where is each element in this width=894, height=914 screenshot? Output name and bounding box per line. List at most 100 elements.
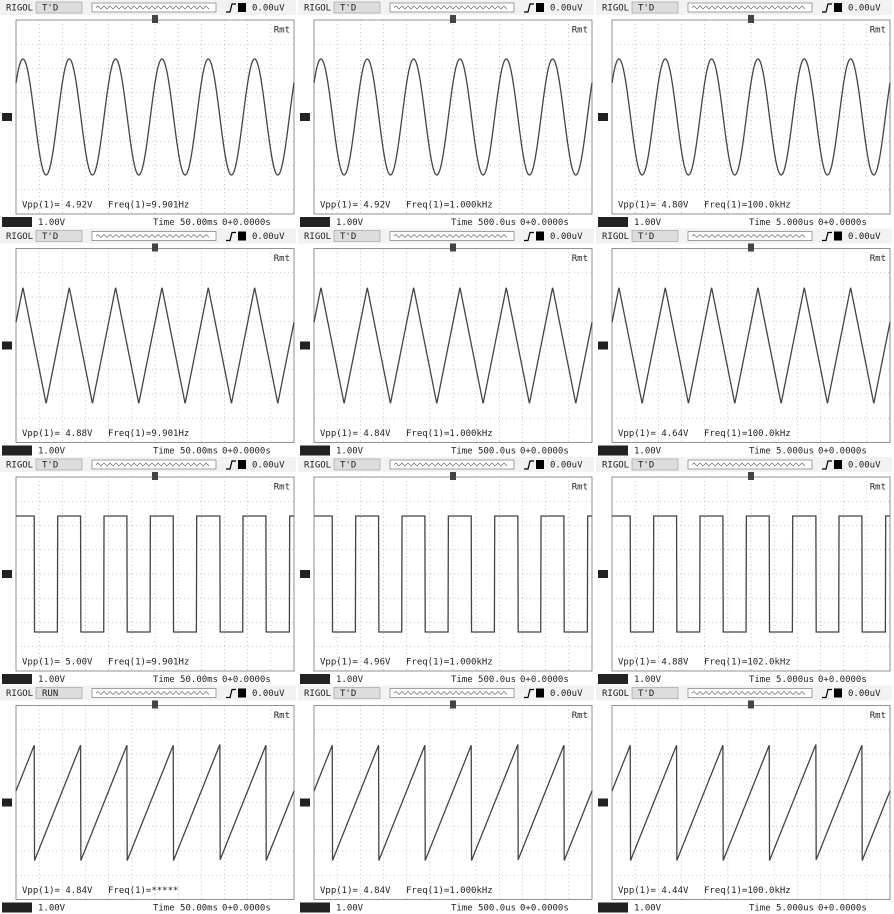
freq-readout: Freq(1)=100.0kHz xyxy=(704,429,791,439)
brand: RIGOL xyxy=(304,4,331,14)
channel: CH1 xyxy=(4,675,20,685)
freq-readout: Freq(1)=1.000kHz xyxy=(406,886,493,896)
trigger-marker xyxy=(450,472,456,480)
remote: Rmt xyxy=(274,711,290,721)
trigger-level: 0.00uV xyxy=(848,232,881,242)
volts-per-div: 1.00V xyxy=(336,904,364,914)
timebase: Time 5.000us xyxy=(749,218,814,228)
channel: CH1 xyxy=(302,218,318,228)
timebase: Time 5.000us xyxy=(749,675,814,685)
status: T'D xyxy=(340,689,356,699)
vpp-readout: Vpp(1)= 4.84V xyxy=(320,886,391,896)
brand: RIGOL xyxy=(304,689,331,699)
remote: Rmt xyxy=(572,711,588,721)
brand: RIGOL xyxy=(602,461,629,471)
remote: Rmt xyxy=(274,483,290,493)
trigger-level: 0.00uV xyxy=(848,689,881,699)
channel: CH1 xyxy=(4,904,20,914)
trigger-channel-icon xyxy=(238,460,246,469)
channel: CH1 xyxy=(600,675,616,685)
scope-screens: RIGOL T'D 0.00uV Rmt Vpp(1)= 4.92V Freq(1)=9.… xyxy=(0,0,894,914)
memory-bar xyxy=(390,232,514,241)
trigger-level: 0.00uV xyxy=(848,461,881,471)
vpp-readout: Vpp(1)= 4.92V xyxy=(320,201,391,211)
time-offset: 0+0.0000s xyxy=(818,218,867,228)
trigger-level: 0.00uV xyxy=(252,4,285,14)
memory-bar xyxy=(92,460,216,469)
trigger-marker xyxy=(748,472,754,480)
trigger-level: 0.00uV xyxy=(252,461,285,471)
channel-marker xyxy=(300,799,310,807)
trigger-marker xyxy=(152,701,158,709)
time-offset: 0+0.0000s xyxy=(520,447,569,457)
status: RUN xyxy=(42,689,58,699)
vpp-readout: Vpp(1)= 4.84V xyxy=(22,886,93,896)
memory-bar xyxy=(390,689,514,698)
time-offset: 0+0.0000s xyxy=(222,675,271,685)
channel-marker xyxy=(2,342,12,350)
scope-panel: RIGOLT'D0.00uVRmtVpp(1)= 4.88VFreq(1)=9.… xyxy=(0,229,296,457)
trigger-level: 0.00uV xyxy=(252,689,285,699)
channel-marker xyxy=(598,342,608,350)
status: T'D xyxy=(42,232,58,242)
vpp-readout: Vpp(1)= 4.84V xyxy=(320,429,391,439)
channel: CH1 xyxy=(600,447,616,457)
volts-per-div: 1.00V xyxy=(336,447,364,457)
status: T'D xyxy=(340,232,356,242)
trigger-marker xyxy=(748,244,754,252)
remote: Rmt xyxy=(870,254,886,264)
timebase: Time 500.0us xyxy=(451,675,516,685)
trigger-level: 0.00uV xyxy=(550,232,583,242)
trigger-marker xyxy=(152,15,158,23)
timebase: Time 5.000us xyxy=(749,904,814,914)
channel: CH1 xyxy=(600,904,616,914)
trigger-marker xyxy=(748,15,754,23)
channel-marker xyxy=(300,113,310,121)
time-offset: 0+0.0000s xyxy=(818,447,867,457)
remote: Rmt xyxy=(572,254,588,264)
timebase: Time 5.000us xyxy=(749,447,814,457)
trigger-channel-icon xyxy=(834,232,842,241)
status: T'D xyxy=(638,232,654,242)
memory-bar xyxy=(92,232,216,241)
time-offset: 0+0.0000s xyxy=(520,675,569,685)
status: T'D xyxy=(340,4,356,14)
time-offset: 0+0.0000s xyxy=(222,447,271,457)
timebase: Time 50.00ms xyxy=(153,675,218,685)
memory-bar xyxy=(92,689,216,698)
vpp-readout: Vpp(1)= 4.92V xyxy=(22,201,93,211)
volts-per-div: 1.00V xyxy=(38,447,66,457)
trigger-level: 0.00uV xyxy=(550,4,583,14)
memory-bar xyxy=(688,3,812,12)
trigger-channel-icon xyxy=(536,689,544,698)
trigger-channel-icon xyxy=(238,3,246,12)
brand: RIGOL xyxy=(304,461,331,471)
channel: CH1 xyxy=(4,447,20,457)
scope-panel: RIGOLT'D0.00uVRmtVpp(1)= 4.64VFreq(1)=10… xyxy=(596,229,892,457)
remote: Rmt xyxy=(274,26,290,36)
trigger-marker xyxy=(152,472,158,480)
status: T'D xyxy=(638,4,654,14)
memory-bar xyxy=(688,689,812,698)
vpp-readout: Vpp(1)= 4.44V xyxy=(618,886,689,896)
freq-readout: Freq(1)=1.000kHz xyxy=(406,201,493,211)
freq-readout: Freq(1)=9.901Hz xyxy=(108,201,189,211)
freq-readout: Freq(1)=9.901Hz xyxy=(108,429,189,439)
trigger-channel-icon xyxy=(238,232,246,241)
vpp-readout: Vpp(1)= 4.64V xyxy=(618,429,689,439)
volts-per-div: 1.00V xyxy=(634,447,662,457)
timebase: Time 50.00ms xyxy=(153,447,218,457)
timebase: Time 500.0us xyxy=(451,218,516,228)
volts-per-div: 1.00V xyxy=(336,218,364,228)
scope-panel: RIGOLT'D0.00uVRmtVpp(1)= 4.84VFreq(1)=1.… xyxy=(298,229,594,457)
time-offset: 0+0.0000s xyxy=(222,904,271,914)
timebase: Time 500.0us xyxy=(451,447,516,457)
remote: Rmt xyxy=(572,483,588,493)
volts-per-div: 1.00V xyxy=(634,218,662,228)
